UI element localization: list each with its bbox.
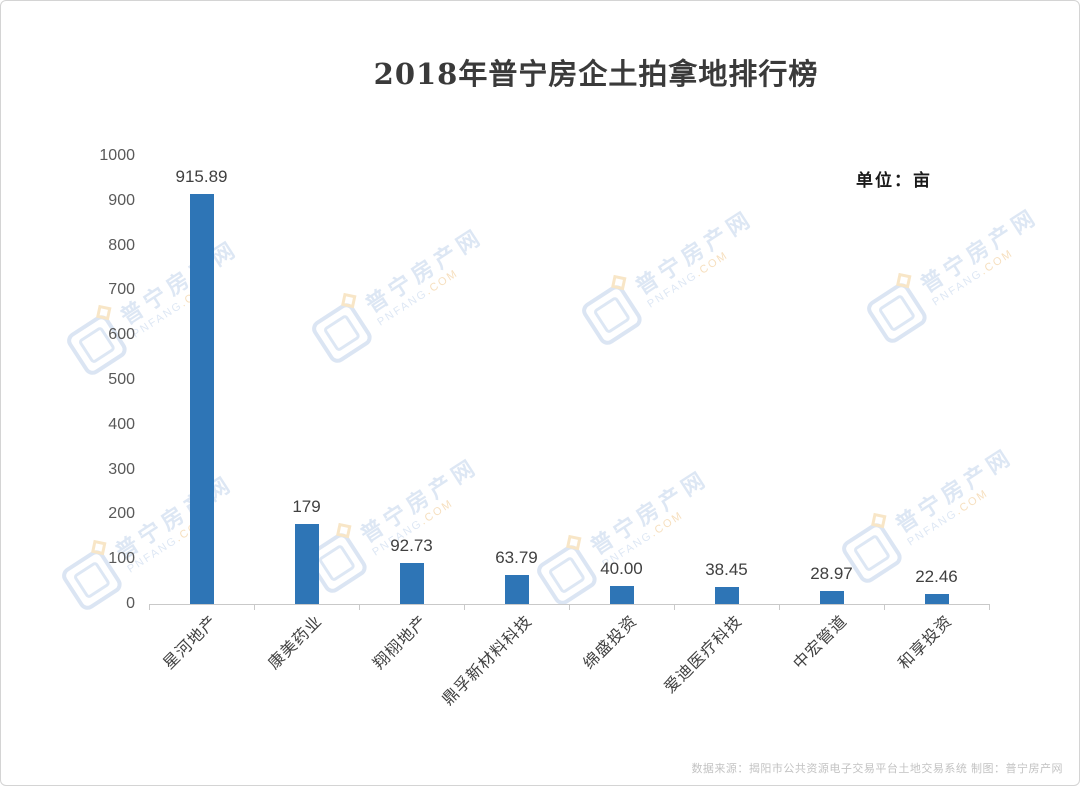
- bar-鼎孚新材料科技: [504, 575, 529, 604]
- bar-value-label: 40.00: [600, 559, 643, 579]
- x-axis-tick: [254, 604, 255, 610]
- y-axis-tick-label: 100: [108, 550, 135, 568]
- x-axis-tick: [149, 604, 150, 610]
- y-axis-tick-label: 400: [108, 415, 135, 433]
- bar-和享投资: [924, 593, 949, 604]
- y-axis-tick-label: 700: [108, 281, 135, 299]
- y-axis-tick-label: 600: [108, 326, 135, 344]
- x-axis-tick: [569, 604, 570, 610]
- bar-绵盛投资: [609, 586, 634, 604]
- y-axis-tick-label: 900: [108, 191, 135, 209]
- bar-value-label: 22.46: [915, 566, 958, 586]
- y-axis-tick-label: 200: [108, 505, 135, 523]
- bar-value-label: 38.45: [705, 559, 748, 579]
- source-note: 数据来源：揭阳市公共资源电子交易平台土地交易系统 制图：普宁房产网: [691, 763, 1063, 775]
- x-axis-tick: [989, 604, 990, 610]
- x-axis-tick: [674, 604, 675, 610]
- bar-value-label: 92.73: [390, 535, 433, 555]
- x-axis-tick: [884, 604, 885, 610]
- unit-label: 单位：亩: [856, 171, 932, 190]
- chart-title: 2018年普宁房企土拍拿地排行榜: [373, 57, 819, 91]
- bar-爱迪医疗科技: [714, 586, 739, 604]
- bar-value-label: 28.97: [810, 564, 853, 583]
- y-axis-tick-label: 0: [126, 595, 135, 612]
- bar-中宏管道: [819, 591, 844, 604]
- x-axis-tick: [359, 604, 360, 610]
- x-axis-tick: [779, 604, 780, 610]
- x-axis-tick: [464, 604, 465, 610]
- bar-星河地产: [189, 193, 214, 604]
- y-axis-tick-label: 1000: [99, 147, 135, 164]
- bar-value-label: 63.79: [495, 548, 538, 568]
- bar-value-label: 915.89: [175, 166, 228, 186]
- bar-翔栩地产: [399, 562, 424, 604]
- y-axis-tick-label: 500: [108, 371, 135, 388]
- y-axis-tick-label: 800: [108, 236, 135, 254]
- bar-value-label: 179: [292, 496, 321, 516]
- bar-康美药业: [294, 523, 319, 604]
- y-axis-tick-label: 300: [108, 460, 135, 478]
